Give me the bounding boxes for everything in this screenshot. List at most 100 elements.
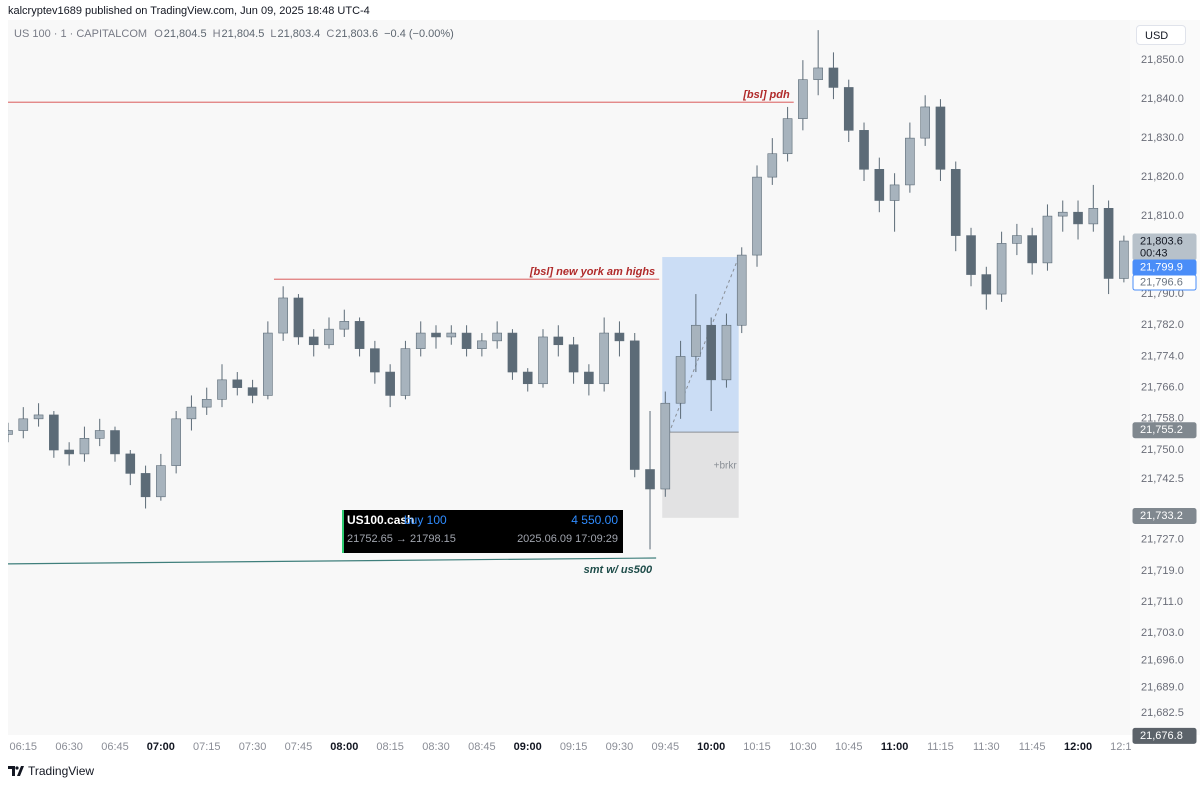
x-tick-label: 06:45 xyxy=(101,741,129,753)
level-label: smt w/ us500 xyxy=(584,564,653,576)
candle-body xyxy=(507,332,518,373)
x-tick-label: 12:15 xyxy=(1110,741,1138,753)
candle-body xyxy=(79,438,90,455)
candle-body xyxy=(385,371,395,396)
y-tick-label: 21,689.0 xyxy=(1141,682,1184,694)
candle-body xyxy=(339,321,350,330)
candle-body xyxy=(125,453,136,474)
candle-body xyxy=(721,324,732,381)
candle-body xyxy=(966,235,976,275)
x-tick-label: 07:00 xyxy=(147,741,175,753)
candle-body xyxy=(752,176,762,256)
y-tick-label: 21,840.0 xyxy=(1141,93,1184,105)
candle-body xyxy=(1073,211,1083,225)
candle-body xyxy=(201,399,212,408)
candle-body xyxy=(217,379,227,400)
y-tick-label: 21,742.5 xyxy=(1141,473,1184,485)
candle-body xyxy=(477,340,487,349)
candle-body xyxy=(354,321,365,349)
candle-body xyxy=(798,79,808,119)
currency-button[interactable]: USD xyxy=(1136,25,1186,45)
candle-body xyxy=(461,332,472,349)
candle-body xyxy=(935,106,946,170)
x-tick-label: 08:15 xyxy=(376,741,404,753)
x-tick-label: 06:15 xyxy=(10,741,38,753)
candle-body xyxy=(859,130,869,170)
candle-body xyxy=(1088,208,1099,225)
x-tick-label: 08:45 xyxy=(468,741,496,753)
x-tick-label: 11:00 xyxy=(881,741,909,753)
candle-body xyxy=(706,324,716,381)
y-tick-label: 21,750.0 xyxy=(1141,444,1184,456)
x-tick-label: 10:30 xyxy=(789,741,817,753)
time-axis: 06:15 06:30 06:45 07:00 07:15 07:30 07:45 08:00… xyxy=(10,741,1138,753)
y-tick-label: 21,703.0 xyxy=(1141,627,1184,639)
x-tick-label: 08:00 xyxy=(330,741,358,753)
price-countdown: 00:43 xyxy=(1140,247,1168,259)
footer: TradingView xyxy=(8,764,94,778)
candle-body xyxy=(400,348,411,396)
candle-body xyxy=(736,254,747,326)
candle-body xyxy=(843,87,854,131)
x-tick-label: 10:00 xyxy=(697,741,725,753)
y-tick-label: 21,719.0 xyxy=(1141,565,1184,577)
price-label xyxy=(1132,727,1197,744)
x-tick-label: 06:30 xyxy=(55,741,83,753)
y-tick-label: 21,830.0 xyxy=(1141,132,1184,144)
candle-body xyxy=(33,414,44,420)
price-axis xyxy=(1130,20,1200,735)
ohlc-value: 21,804.5 xyxy=(221,28,265,40)
candle-body xyxy=(94,430,105,439)
candle-body xyxy=(370,348,380,373)
candle-body xyxy=(1027,235,1037,264)
candle-body xyxy=(64,449,74,455)
trade-symbol: US100.cash xyxy=(347,513,414,527)
candle-body xyxy=(675,356,686,404)
candle-body xyxy=(614,332,625,342)
candle-body xyxy=(415,332,426,349)
candle-body xyxy=(905,137,915,186)
x-tick-label: 07:45 xyxy=(285,741,313,753)
y-tick-label: 21,758.0 xyxy=(1141,413,1184,425)
y-tick-label: 21,682.5 xyxy=(1141,707,1184,719)
y-tick-label: 21,790.0 xyxy=(1141,288,1184,300)
symbol-legend: US 100 · 1 · CAPITALCOM O21,804.5 H21,804… xyxy=(14,28,460,40)
candle-body xyxy=(981,274,992,295)
x-tick-label: 10:45 xyxy=(835,741,863,753)
candle-body xyxy=(308,336,319,346)
candle-body xyxy=(568,344,579,373)
candle-body xyxy=(1057,211,1068,217)
candle-body xyxy=(920,106,930,139)
trade-background xyxy=(342,510,623,553)
x-tick-label: 07:30 xyxy=(239,741,267,753)
x-tick-label: 09:15 xyxy=(560,741,588,753)
candle-body xyxy=(110,430,120,455)
y-tick-label: 21,727.0 xyxy=(1141,534,1184,546)
y-tick-label: 21,850.0 xyxy=(1141,54,1184,66)
level-label: [bsl] pdh xyxy=(742,89,790,101)
candle-body xyxy=(645,469,655,490)
ohlc-key: H xyxy=(212,28,221,40)
plot-layer: +brkr [bsl] pdh [bsl] new york am highs smt… xyxy=(8,30,1129,576)
price-label-text: 21,755.2 xyxy=(1140,424,1183,436)
price-label-text: 21,799.9 xyxy=(1140,261,1183,273)
x-tick-label: 12:00 xyxy=(1064,741,1092,753)
candle-body xyxy=(538,336,548,385)
candle-body xyxy=(584,371,594,385)
candle-body xyxy=(8,430,13,435)
brand: TradingView xyxy=(28,764,95,778)
ohlc-value: 21,804.5 xyxy=(163,28,207,40)
price-label xyxy=(1132,274,1197,291)
candle-body xyxy=(691,324,701,357)
y-tick-label: 21,766.0 xyxy=(1141,382,1184,394)
candle-body xyxy=(171,418,181,466)
price-axis-labels: 21,850.0 21,840.0 21,830.0 21,820.0 21,810.0… xyxy=(1132,54,1197,744)
level-label: [bsl] new york am highs xyxy=(529,266,655,278)
trade-box: US100.cash buy 100 4 550.00 21752.65 → 2… xyxy=(342,510,623,553)
candle-body xyxy=(278,297,288,334)
candle-body xyxy=(522,371,533,385)
candle-body xyxy=(49,414,59,451)
trade-prices: 21752.65 → 21798.15 xyxy=(347,533,456,545)
candle-body xyxy=(431,332,441,338)
